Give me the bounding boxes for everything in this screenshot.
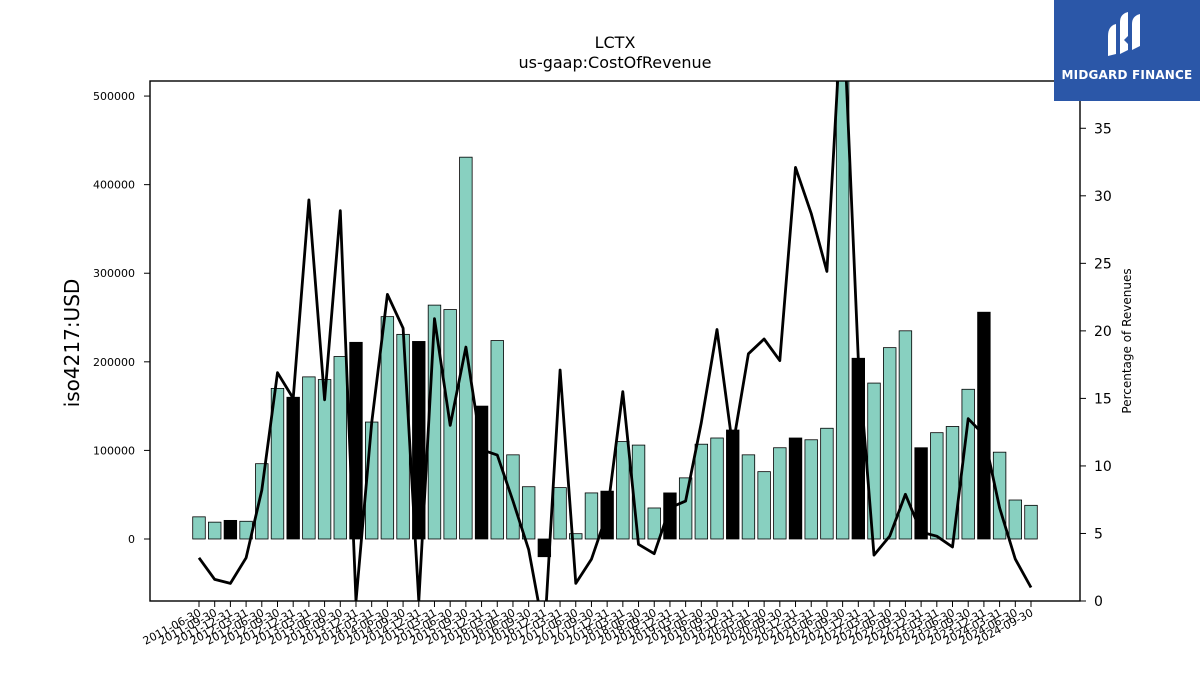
brand-name: MIDGARD FINANCE	[1061, 68, 1193, 82]
y2-tick-label: 25	[1094, 256, 1112, 272]
chart-subtitle: us-gaap:CostOfRevenue	[518, 53, 711, 72]
bar	[270, 387, 285, 540]
bar	[474, 405, 489, 540]
chart-title: LCTX	[595, 33, 636, 52]
y2-tick-label: 30	[1094, 189, 1112, 205]
bar	[317, 379, 332, 540]
bar	[616, 441, 630, 540]
y2-tick-label: 0	[1094, 594, 1103, 610]
y2-tick-label: 15	[1094, 391, 1112, 407]
bar	[569, 533, 583, 540]
bar	[773, 447, 787, 540]
bar	[223, 519, 238, 540]
plot-frame	[149, 80, 1081, 602]
bar	[804, 439, 818, 540]
y-axis-left: 0 100000 200000 300000 400000 500000	[93, 90, 150, 546]
y-tick-label: 300000	[93, 267, 135, 280]
y-tick-label: 400000	[93, 179, 135, 192]
bar	[678, 477, 693, 540]
bar	[914, 447, 928, 540]
bar	[647, 507, 661, 540]
bar	[741, 454, 756, 540]
y2-axis-label: Percentage of Revenues	[1120, 268, 1134, 413]
bar	[710, 437, 724, 540]
bar	[521, 486, 536, 540]
bar	[1008, 499, 1022, 540]
bar	[977, 311, 991, 540]
bar	[694, 443, 709, 540]
bar	[788, 437, 803, 540]
y-tick-label: 100000	[93, 444, 135, 457]
bar	[930, 432, 944, 540]
y-axis-right: 0 5 10 15 20 25 30 35	[1080, 121, 1112, 610]
y-tick-label: 200000	[93, 356, 135, 369]
line-series	[197, 81, 1033, 601]
y-tick-label: 500000	[93, 90, 135, 103]
bar	[726, 429, 740, 540]
bar	[757, 471, 771, 540]
bar	[286, 396, 300, 540]
bar	[490, 340, 504, 540]
bar-series	[192, 81, 1038, 558]
percentage-line	[197, 81, 1033, 601]
bar	[835, 81, 850, 540]
y2-tick-label: 20	[1094, 324, 1112, 340]
bar	[255, 463, 269, 540]
bar	[883, 347, 897, 540]
bar	[584, 492, 599, 540]
bar	[208, 521, 222, 540]
bar	[1024, 504, 1038, 540]
bar	[820, 427, 834, 540]
bar	[396, 333, 410, 540]
y2-tick-label: 5	[1094, 526, 1103, 542]
bar	[898, 330, 913, 540]
midgard-logo-icon	[1108, 12, 1140, 56]
bar	[302, 376, 316, 540]
bar	[663, 492, 677, 540]
bar	[412, 341, 426, 540]
y-axis-label: iso4217:USD	[60, 279, 84, 408]
y-tick-label: 0	[128, 533, 135, 546]
y2-tick-label: 35	[1094, 121, 1112, 137]
x-axis: 2011-06-302011-09-302011-12-312012-03-31…	[141, 601, 1035, 648]
y2-tick-label: 10	[1094, 459, 1112, 475]
bar	[851, 357, 865, 540]
bar	[553, 487, 567, 540]
brand-logo: MIDGARD FINANCE	[1054, 0, 1200, 101]
bar	[380, 316, 395, 540]
bar	[192, 516, 206, 540]
bar	[333, 356, 347, 540]
